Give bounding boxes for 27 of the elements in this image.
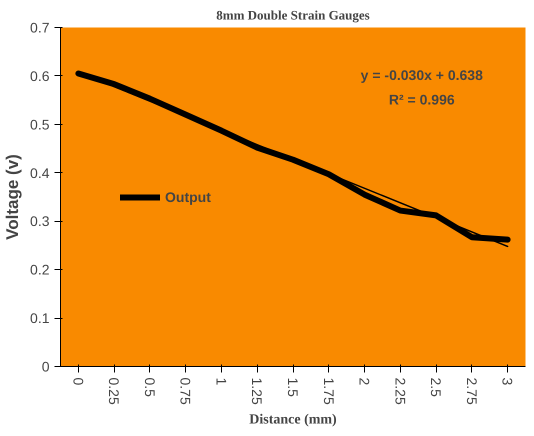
y-tick-label: 0.3 — [30, 213, 50, 230]
x-tick-label: 0.25 — [106, 378, 122, 405]
y-tick-label: 0.1 — [30, 310, 50, 326]
x-tick-label: 1.75 — [320, 378, 337, 405]
y-tick-label: 0.5 — [30, 116, 50, 132]
x-tick-label: 0 — [70, 378, 86, 386]
y-tick-label: 0.6 — [30, 68, 50, 84]
x-tick-label: 0.5 — [142, 378, 158, 398]
x-tick-label: 2.25 — [392, 378, 408, 405]
legend-label: Output — [165, 188, 211, 204]
annotation: y = -0.030x + 0.638 — [360, 67, 484, 84]
x-tick-label: 1.25 — [249, 378, 266, 405]
y-axis-title: Voltage (v) — [3, 154, 22, 240]
y-tick-label: 0.2 — [30, 262, 50, 278]
x-tick-label: 1.5 — [285, 378, 301, 398]
chart-title: 8mm Double Strain Gauges — [216, 8, 370, 22]
y-tick-label: 0.4 — [30, 164, 50, 181]
x-tick-label: 2.5 — [428, 378, 444, 398]
x-axis-title: Distance (mm) — [249, 412, 338, 428]
x-tick-label: 3 — [500, 378, 516, 386]
x-tick-label: 1 — [213, 378, 230, 386]
y-tick-label: 0 — [42, 358, 50, 374]
x-tick-label: 2.75 — [464, 378, 480, 405]
x-tick-label: 0.75 — [178, 378, 194, 405]
annotation: R² = 0.996 — [388, 91, 455, 108]
x-tick-label: 2 — [356, 378, 373, 386]
y-tick-label: 0.7 — [30, 20, 50, 36]
